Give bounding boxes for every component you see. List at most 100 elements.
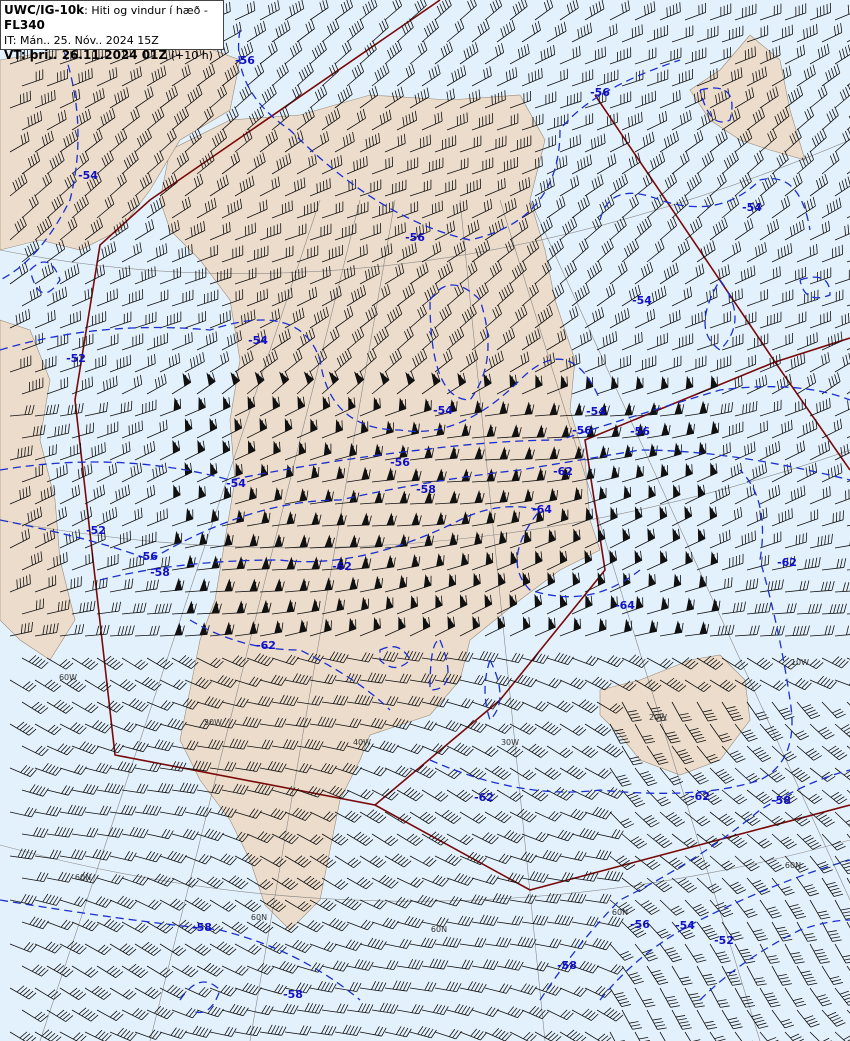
wind-barb xyxy=(321,285,342,307)
wind-barb xyxy=(271,921,299,933)
wind-barb xyxy=(709,47,732,65)
wind-barb xyxy=(596,112,618,131)
wind-barb xyxy=(546,871,574,883)
wind-barb xyxy=(721,421,744,439)
wind-barb xyxy=(46,963,74,978)
wind-barb xyxy=(296,598,321,615)
wind-barb xyxy=(596,595,619,615)
wind-barb xyxy=(396,283,415,307)
wind-barb xyxy=(734,3,757,21)
wind-barb xyxy=(409,134,431,153)
map-legend: UWC/IG-10k: Hiti og vindur í hæð - FL340… xyxy=(0,0,224,62)
wind-barb xyxy=(484,936,512,948)
wind-barb xyxy=(771,419,793,439)
wind-barb xyxy=(259,84,277,109)
wind-barb xyxy=(459,42,479,65)
wind-barb xyxy=(759,1031,784,1041)
wind-barb xyxy=(221,831,249,843)
wind-barb xyxy=(646,921,671,939)
wind-barb xyxy=(421,743,449,756)
wind-barb xyxy=(234,440,256,461)
wind-barb xyxy=(21,871,49,883)
wind-barb xyxy=(484,90,506,109)
wind-barb xyxy=(209,621,235,637)
wind-barb xyxy=(659,355,682,373)
wind-barb xyxy=(346,285,367,307)
wind-barb xyxy=(59,987,87,1000)
wind-barb xyxy=(671,965,693,986)
wind-barb xyxy=(46,286,68,307)
wind-barb xyxy=(96,288,118,307)
wind-barb xyxy=(334,265,356,285)
wind-barb xyxy=(459,811,487,824)
wind-barb xyxy=(121,420,143,439)
wind-barb xyxy=(409,1026,437,1039)
wind-barb xyxy=(584,617,607,637)
wind-barb xyxy=(771,603,797,615)
wind-barb xyxy=(821,789,848,805)
wind-barb xyxy=(546,424,572,439)
contour-labels: -56-56-54-56-54-54-54-52-54 -54-56 -56-62-… xyxy=(66,54,797,1001)
wind-barb xyxy=(696,25,719,43)
wind-barb xyxy=(834,440,850,461)
wind-barb xyxy=(434,220,456,241)
wind-barb xyxy=(796,1009,820,1028)
wind-barb xyxy=(521,467,547,483)
wind-barb xyxy=(309,84,328,109)
wind-barb xyxy=(584,402,610,417)
wind-barb xyxy=(709,311,732,329)
wind-barb xyxy=(521,20,541,43)
wind-barb xyxy=(134,899,162,910)
wind-barb xyxy=(509,177,531,197)
wind-barb xyxy=(21,506,43,527)
wind-barb xyxy=(759,811,786,827)
wind-barb xyxy=(371,156,394,175)
wind-barb xyxy=(471,745,499,757)
wind-barb xyxy=(684,47,707,65)
wind-barb xyxy=(259,855,287,868)
wind-barb xyxy=(334,617,357,637)
wind-barb xyxy=(546,466,571,483)
wind-barb xyxy=(721,194,740,219)
wind-barb xyxy=(46,1009,74,1022)
wind-barb xyxy=(509,936,537,948)
wind-barb xyxy=(359,534,385,549)
wind-barb xyxy=(659,47,682,65)
wind-barb xyxy=(21,332,44,351)
wind-barb xyxy=(559,808,587,821)
wind-barb xyxy=(696,1009,718,1030)
wind-barb xyxy=(121,783,149,794)
wind-barb xyxy=(734,625,760,637)
wind-barb xyxy=(746,745,772,763)
wind-barb xyxy=(521,238,540,263)
wind-barb xyxy=(146,196,166,219)
wind-barb xyxy=(234,676,262,687)
wind-barb xyxy=(346,789,374,800)
contour-label: -52 xyxy=(86,524,106,537)
wind-barb xyxy=(509,446,535,461)
wind-barb xyxy=(596,828,624,840)
wind-barb xyxy=(446,742,474,757)
wind-barb xyxy=(184,531,208,549)
wind-barb xyxy=(809,267,832,285)
wind-barb xyxy=(159,85,178,109)
wind-barb xyxy=(296,465,320,483)
wind-barb xyxy=(821,22,843,43)
wind-barb xyxy=(521,282,539,307)
wind-barb xyxy=(809,723,835,740)
wind-barb xyxy=(196,783,224,794)
wind-barb xyxy=(121,602,147,615)
wind-barb xyxy=(346,326,365,351)
wind-barb xyxy=(284,619,308,637)
wind-barb xyxy=(646,332,668,351)
wind-barb xyxy=(71,1007,99,1022)
wind-barb xyxy=(371,63,390,87)
wind-barb xyxy=(759,579,784,593)
wind-barb xyxy=(46,871,74,883)
wind-barb xyxy=(446,157,469,175)
wind-barb xyxy=(234,852,262,867)
contour-label: -56 xyxy=(630,425,650,438)
wind-barb xyxy=(746,420,768,439)
wind-barb xyxy=(334,223,357,241)
